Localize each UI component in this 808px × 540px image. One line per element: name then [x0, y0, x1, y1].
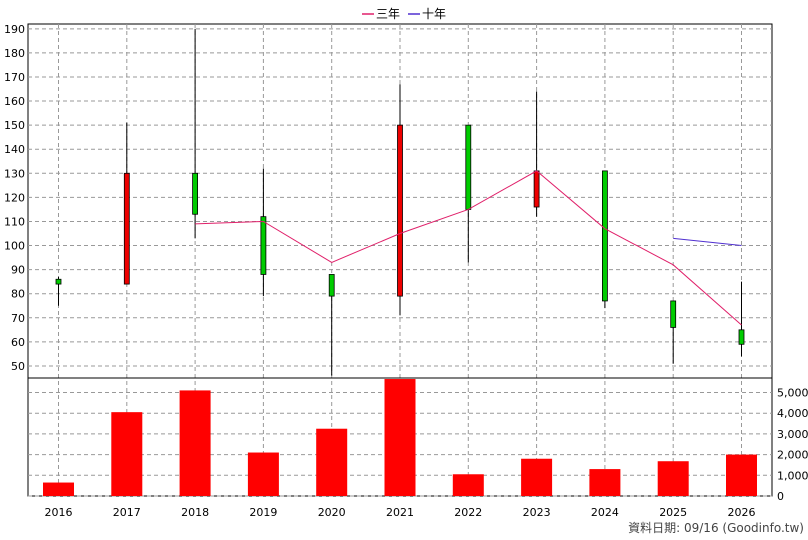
volume-bar: [179, 390, 211, 496]
volume-tick-label: 2,000: [777, 449, 808, 462]
price-tick-label: 90: [11, 264, 25, 277]
candle-body: [602, 170, 608, 302]
candle-body: [397, 124, 403, 297]
legend-label: 三年: [376, 7, 400, 21]
candle-body: [738, 329, 745, 345]
volume-bar: [657, 461, 689, 496]
candle-body: [123, 172, 130, 285]
x-tick-label: 2021: [386, 506, 414, 519]
x-tick-label: 2026: [728, 506, 756, 519]
volume-tick-label: 4,000: [777, 407, 808, 420]
candle-body: [533, 170, 540, 208]
candle-body: [670, 300, 677, 328]
volume-bar: [589, 469, 621, 496]
price-tick-label: 70: [11, 312, 25, 325]
series-line-十年: [673, 237, 742, 247]
x-tick-label: 2025: [659, 506, 687, 519]
price-tick-label: 130: [4, 167, 25, 180]
candle-body: [465, 124, 472, 210]
candle-body: [260, 216, 267, 275]
price-tick-label: 180: [4, 47, 25, 60]
price-tick-label: 160: [4, 95, 25, 108]
volume-tick-label: 1,000: [777, 469, 808, 482]
legend-label: 十年: [422, 7, 446, 21]
series-line-三年: [195, 170, 742, 326]
x-tick-label: 2016: [45, 506, 73, 519]
x-tick-label: 2023: [523, 506, 551, 519]
candle-body: [328, 274, 335, 297]
price-tick-label: 140: [4, 143, 25, 156]
x-tick-label: 2024: [591, 506, 619, 519]
price-tick-label: 100: [4, 240, 25, 253]
price-tick-label: 120: [4, 191, 25, 204]
price-tick-label: 110: [4, 215, 25, 228]
volume-bar: [726, 454, 757, 496]
volume-tick-label: 3,000: [777, 428, 808, 441]
volume-tick-label: 0: [777, 490, 784, 503]
volume-bar: [43, 482, 74, 496]
volume-bar: [384, 379, 416, 496]
volume-bar: [521, 458, 553, 496]
volume-tick-label: 5,000: [777, 386, 808, 399]
price-tick-label: 150: [4, 119, 25, 132]
x-tick-label: 2019: [249, 506, 277, 519]
source-footer: 資料日期: 09/16 (Goodinfo.tw): [628, 521, 804, 535]
volume-bar: [316, 428, 348, 496]
x-tick-label: 2018: [181, 506, 209, 519]
volume-bar: [111, 412, 143, 496]
price-tick-label: 190: [4, 23, 25, 36]
volume-bar: [452, 474, 484, 496]
price-tick-label: 50: [11, 360, 25, 373]
x-tick-label: 2022: [454, 506, 482, 519]
candle-body: [55, 278, 62, 285]
x-tick-label: 2017: [113, 506, 141, 519]
candle-body: [192, 172, 199, 215]
price-tick-label: 80: [11, 288, 25, 301]
price-tick-label: 60: [11, 336, 25, 349]
price-tick-label: 170: [4, 71, 25, 84]
volume-bar: [247, 452, 279, 496]
x-tick-label: 2020: [318, 506, 346, 519]
